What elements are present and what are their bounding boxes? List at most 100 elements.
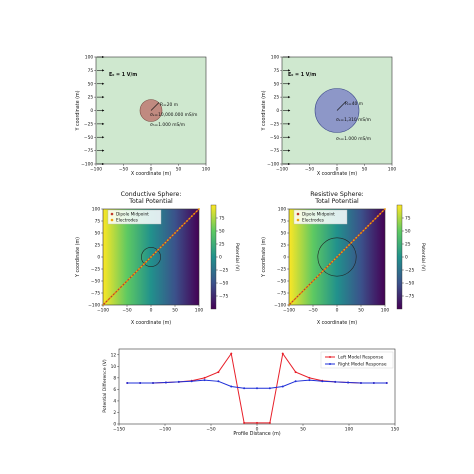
electrode-marker xyxy=(360,232,362,234)
electrode-marker xyxy=(374,217,377,220)
colorbar-tick-label: 0 xyxy=(405,255,408,261)
sphere-outline-left xyxy=(141,247,161,267)
electrode-marker xyxy=(130,275,133,278)
m2-xtick-label: 50 xyxy=(362,167,368,173)
electrode-marker xyxy=(331,260,334,263)
electrode-marker xyxy=(166,239,169,242)
electrode-marker xyxy=(154,251,157,254)
legend-label-electrodes-right: Electrodes xyxy=(302,218,324,223)
m1-xtick-label: −100 xyxy=(90,167,102,173)
profile-xtick-label: 0 xyxy=(256,427,259,433)
radius-line-left xyxy=(150,102,160,111)
radius-annotation-right: R=40 m xyxy=(345,101,363,107)
series-point xyxy=(281,352,284,355)
colorbar-tick-label: 75 xyxy=(405,216,411,222)
electrode-marker xyxy=(128,277,131,280)
colorbar-right xyxy=(396,204,403,310)
m1-xtick-label: 100 xyxy=(202,167,211,173)
colorbar-tick-label: −25 xyxy=(405,268,414,274)
colorbar-tick-label: −75 xyxy=(405,294,414,300)
electrode-marker xyxy=(162,244,164,246)
p2-ytick-label: −75 xyxy=(277,291,286,297)
legend-marker-left-model xyxy=(329,356,331,358)
field-annotation-right: E₀ = 1 V/m xyxy=(288,72,316,78)
title-potential-right: Resistive Sphere: xyxy=(310,191,363,198)
p2-xtick-label: 100 xyxy=(381,308,390,314)
electrode-marker xyxy=(300,292,302,294)
electrode-marker xyxy=(295,296,298,299)
electrode-marker xyxy=(152,253,155,256)
series-point xyxy=(230,385,233,388)
m1-ytick-label: 100 xyxy=(85,55,94,61)
xlabel-profile: Profile Distance (m) xyxy=(233,431,280,437)
colorbar-tick-label: −50 xyxy=(405,281,414,287)
electrode-marker xyxy=(190,215,193,218)
electrode-marker xyxy=(169,236,172,239)
legend-marker-midpoint-left xyxy=(110,212,114,216)
electrode-marker xyxy=(176,229,179,232)
potential-panel-left: Conductive Sphere: Total Potential −100−… xyxy=(75,191,240,326)
series-point xyxy=(230,352,233,355)
series-point xyxy=(308,376,311,379)
electrode-marker xyxy=(297,294,300,297)
ylabel-potential-right: Y coordinate (m) xyxy=(261,237,267,278)
legend-box-right xyxy=(293,209,348,225)
electrode-marker xyxy=(340,251,343,254)
colorbar-tick-label: −75 xyxy=(219,294,228,300)
series-point xyxy=(281,385,284,388)
series-point xyxy=(217,380,220,383)
m1-ytick-label: 75 xyxy=(88,68,94,74)
p2-ytick-label: −50 xyxy=(277,279,286,285)
series-point xyxy=(152,382,155,385)
electrode-marker xyxy=(198,208,200,210)
sphere-outline-right xyxy=(317,237,357,277)
m2-ytick-label: −100 xyxy=(267,162,279,168)
p2-ytick-label: 25 xyxy=(281,243,287,249)
p2-ytick-label: 0 xyxy=(283,255,286,261)
electrode-marker xyxy=(314,277,317,280)
series-point xyxy=(243,421,246,424)
subtitle-potential-right: Total Potential xyxy=(314,198,359,205)
profile-ytick-label: 2 xyxy=(113,410,116,416)
profile-series xyxy=(126,352,388,424)
m2-ytick-label: −25 xyxy=(270,121,279,127)
legend-label-left-model: Left Model Response xyxy=(338,355,384,361)
m2-ytick-label: 75 xyxy=(274,68,280,74)
profile-xtick-label: 150 xyxy=(391,427,400,433)
colorbar-tick-label: 0 xyxy=(219,255,222,261)
p2-ytick-label: 75 xyxy=(281,219,287,225)
electrode-marker xyxy=(307,284,310,287)
series-point xyxy=(372,382,375,385)
m1-xtick-label: 50 xyxy=(176,167,182,173)
legend-label-right-model: Right Model Response xyxy=(338,362,387,368)
p1-xtick-label: 0 xyxy=(150,308,153,314)
electrode-marker xyxy=(324,268,326,270)
xlabel-potential-right: X coordinate (m) xyxy=(317,320,357,326)
electrode-marker xyxy=(138,268,140,270)
p1-ytick-label: 50 xyxy=(95,231,101,237)
m2-ytick-label: −50 xyxy=(270,135,279,141)
electrode-marker xyxy=(326,265,329,268)
colorbar-tick-label: 75 xyxy=(219,216,225,222)
m2-ytick-label: −75 xyxy=(270,148,279,154)
p1-ytick-label: 100 xyxy=(92,207,101,213)
electrode-marker xyxy=(157,248,160,251)
electrode-marker xyxy=(186,220,188,222)
electrode-marker xyxy=(343,248,346,251)
electrode-marker xyxy=(362,229,365,232)
p1-xtick-label: −100 xyxy=(97,308,109,314)
radius-annotation-left: R=20 m xyxy=(160,102,178,108)
profile-ytick-label: 6 xyxy=(113,387,116,393)
legend-marker-electrodes-right xyxy=(296,218,300,222)
profile-ytick-label: 4 xyxy=(113,398,116,404)
p1-ytick-label: 75 xyxy=(95,219,101,225)
electrode-marker xyxy=(384,208,386,210)
sigma-host-annotation-left: σₕ=1.000 mS/m xyxy=(150,122,185,128)
series-point xyxy=(203,376,206,379)
axes-model-right: −100 −50 0 50 100 −100 −75 −50 −25 0 25 50 75 100 xyxy=(267,55,396,173)
m1-xtick-label: 0 xyxy=(150,167,153,173)
series-point xyxy=(203,379,206,382)
electrode-marker xyxy=(336,256,338,258)
series-point xyxy=(243,387,246,390)
series-point xyxy=(177,380,180,383)
